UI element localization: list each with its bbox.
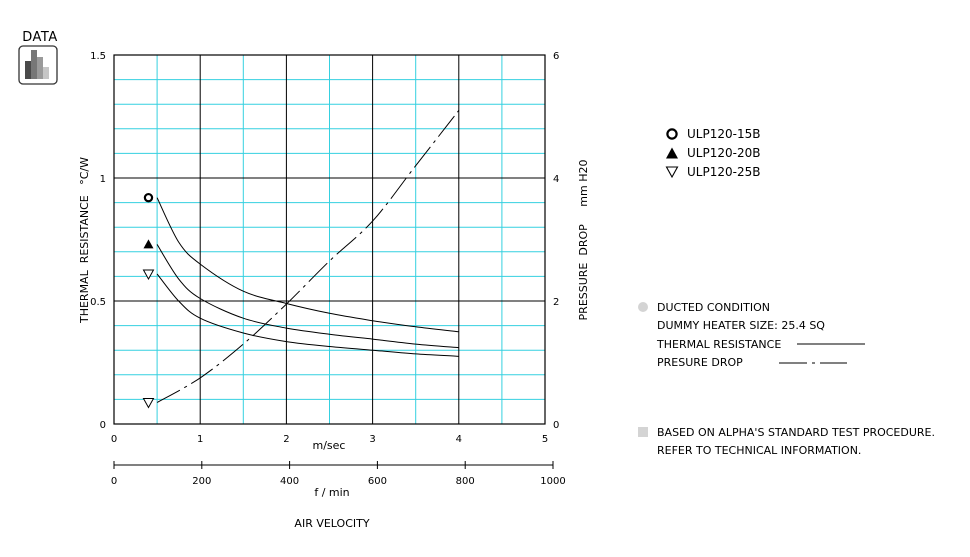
x-tick-label: 5 — [542, 434, 548, 445]
x-tick-label: 1 — [197, 434, 203, 445]
open-circle-marker-icon — [666, 127, 678, 140]
chart-legend: ULP120-15B ULP120-20B ULP120-25B — [665, 124, 760, 181]
y-tick-label: 0 — [100, 420, 106, 431]
legend-label: ULP120-15B — [687, 126, 761, 141]
x-tick-label: 4 — [456, 434, 462, 445]
circle-bullet-icon — [638, 302, 648, 313]
heater-line: DUMMY HEATER SIZE: 25.4 SQ — [638, 317, 935, 336]
condition-text: DUCTED CONDITION — [657, 300, 770, 314]
x2-tick-label: 400 — [280, 476, 299, 487]
y-tick-label: 1 — [100, 174, 106, 185]
pressure-key: PRESURE DROP — [638, 354, 935, 373]
y-tick-label: 1.5 — [90, 51, 106, 62]
x-unit-label: m/sec — [313, 439, 346, 452]
test-conditions: DUCTED CONDITION DUMMY HEATER SIZE: 25.4… — [638, 298, 935, 460]
x2-tick-label: 1000 — [540, 476, 565, 487]
heater-text: DUMMY HEATER SIZE: 25.4 SQ — [657, 319, 825, 333]
pressure-drop-line — [156, 110, 460, 403]
legend-label: ULP120-20B — [687, 145, 761, 160]
basis-line: BASED ON ALPHA'S STANDARD TEST PROCEDURE… — [638, 423, 935, 442]
y2-tick-label: 0 — [553, 420, 559, 431]
logo-title: DATA — [22, 30, 58, 45]
condition-line: DUCTED CONDITION — [638, 298, 935, 317]
legend-label: ULP120-25B — [687, 164, 761, 179]
thermal-resistance-line — [156, 244, 459, 349]
y2-tick-label: 6 — [553, 51, 559, 62]
x2-tick-label: 800 — [456, 476, 475, 487]
legend-item: ULP120-20B — [665, 143, 760, 162]
filled-triangle-marker — [143, 239, 154, 249]
open-down-triangle-marker — [142, 397, 155, 409]
x-tick-label: 0 — [111, 434, 117, 445]
x-axis-title: AIR VELOCITY — [294, 517, 369, 530]
thermal-key: THERMAL RESISTANCE — [638, 335, 935, 354]
y2-axis-title: PRESSURE DROP mm H20 — [577, 160, 590, 321]
solid-line-sample-icon — [797, 343, 866, 345]
legend-item: ULP120-15B — [665, 124, 760, 143]
square-bullet-icon — [638, 427, 648, 438]
open-down-triangle-marker — [142, 269, 155, 280]
basis-text-1: BASED ON ALPHA'S STANDARD TEST PROCEDURE… — [657, 425, 935, 439]
data-logo: DATA — [18, 30, 62, 92]
open-down-triangle-marker-icon — [665, 165, 679, 178]
filled-triangle-marker-icon — [666, 147, 678, 158]
y-axis-title: THERMAL RESISTANCE °C/W — [78, 157, 91, 324]
x2-tick-label: 200 — [192, 476, 211, 487]
bar-chart-icon — [18, 45, 58, 85]
x2-tick-label: 600 — [368, 476, 387, 487]
thermal-resistance-line — [156, 197, 459, 333]
reference-line: REFER TO TECHNICAL INFORMATION. — [638, 442, 935, 461]
x-tick-label: 2 — [283, 434, 289, 445]
x2-unit-label: f / min — [314, 486, 349, 499]
y-tick-label: 0.5 — [90, 297, 106, 308]
legend-item: ULP120-25B — [665, 162, 760, 181]
y2-tick-label: 2 — [553, 297, 559, 308]
dash-dot-line-sample-icon — [778, 362, 847, 364]
plot-frame — [113, 54, 546, 425]
thermal-key-label: THERMAL RESISTANCE — [657, 337, 782, 351]
y2-tick-label: 4 — [553, 174, 559, 185]
basis-text-2: REFER TO TECHNICAL INFORMATION. — [657, 444, 862, 458]
thermal-resistance-line — [156, 273, 459, 357]
x-tick-label: 3 — [369, 434, 375, 445]
pressure-key-label: PRESURE DROP — [657, 356, 743, 370]
x2-tick-label: 0 — [111, 476, 117, 487]
open-circle-marker — [143, 192, 154, 203]
